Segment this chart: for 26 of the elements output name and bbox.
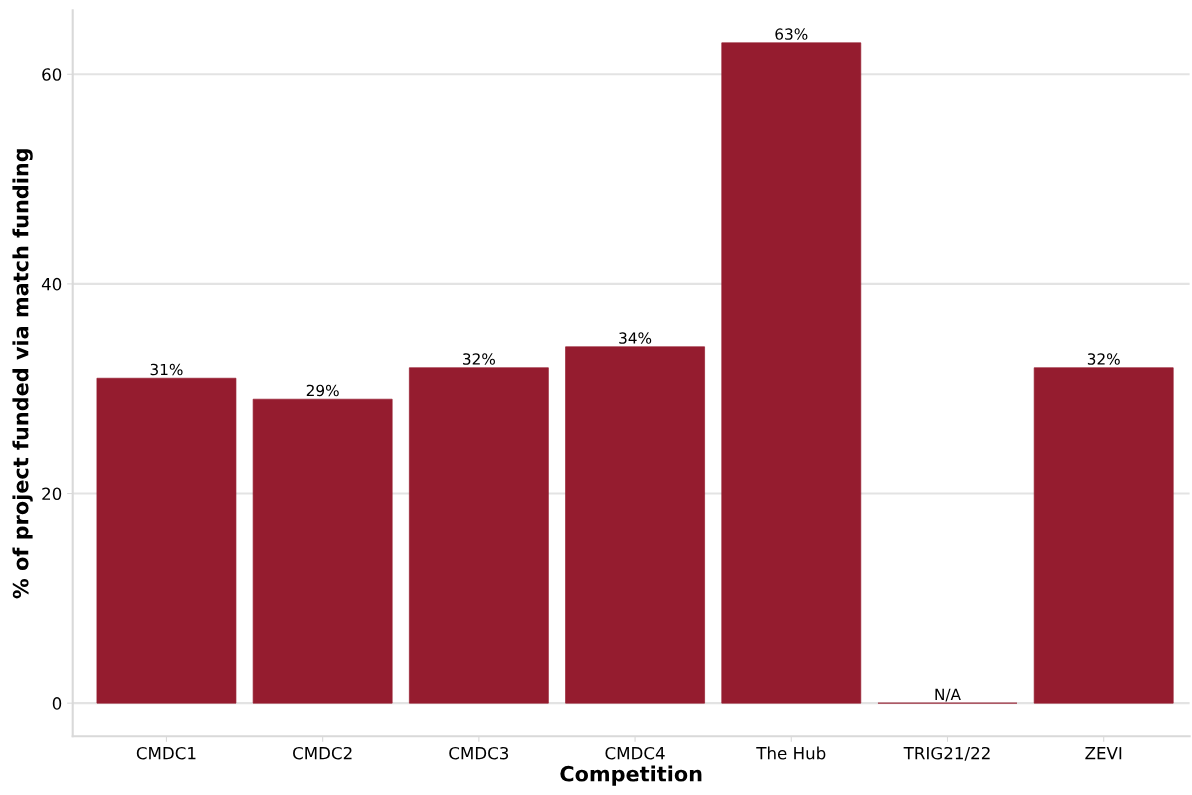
data-label: 29% [306,384,339,397]
x-tick-label: TRIG21/22 [903,746,990,761]
bar [1033,367,1174,704]
x-axis-title: Competition [560,765,702,786]
bar [409,367,549,704]
bar [565,346,705,704]
y-axis-title: % of project funded via match funding [12,149,33,599]
y-tick-label: 0 [52,697,62,710]
x-tick-label: ZEVI [1085,747,1122,760]
x-tick-label: CMDC3 [449,746,509,760]
data-label: 63% [775,28,808,40]
data-label: 32% [1087,353,1120,365]
y-tick-label: 60 [42,68,62,81]
x-tick-label: CMDC1 [136,746,196,760]
bar [252,398,393,704]
x-tick-label: CMDC2 [293,746,352,760]
data-label: 34% [619,332,652,344]
y-tick-label: 20 [42,487,62,501]
data-label: 31% [150,363,183,376]
x-tick-label: The Hub [756,746,826,760]
x-tick-label: CMDC4 [605,746,665,760]
data-label: N/A [935,688,961,702]
bar [721,42,862,704]
y-tick-label: 40 [41,277,62,291]
data-label: 32% [463,353,495,365]
bar [96,377,237,704]
